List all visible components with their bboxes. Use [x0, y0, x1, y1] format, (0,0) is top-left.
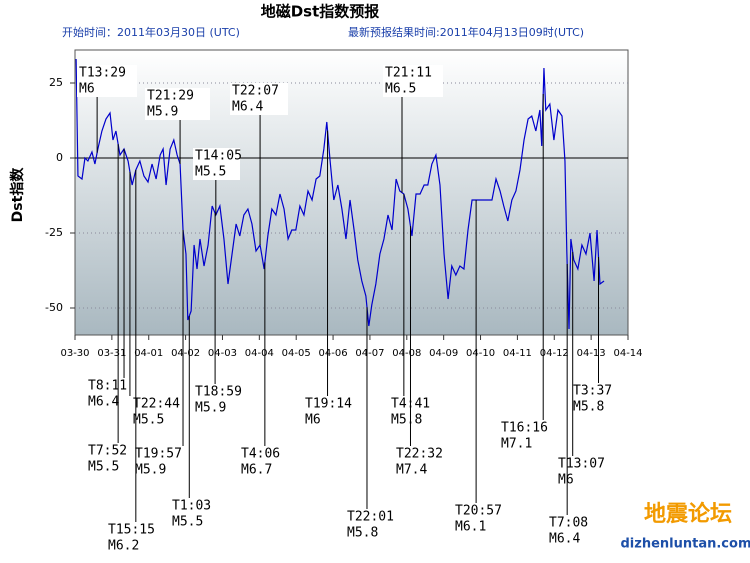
- x-tick-label: 04-11: [503, 348, 532, 359]
- annotation-text: M6: [305, 413, 321, 428]
- annotation-text: T19:57: [135, 447, 182, 462]
- annotation-text: M6.4: [232, 100, 263, 115]
- annotation-text: T22:07: [232, 84, 279, 99]
- y-tick-label: 0: [56, 151, 63, 164]
- annotation-text: T15:15: [108, 523, 155, 538]
- annotation-text: T14:05: [195, 149, 242, 164]
- annotation-text: M5.9: [195, 401, 226, 416]
- annotation-text: M6: [558, 473, 574, 488]
- annotation-text: M5.9: [135, 463, 166, 478]
- annotation-text: M5.5: [195, 165, 226, 180]
- dst-line: [75, 58, 605, 330]
- annotation-text: M6.5: [385, 82, 416, 97]
- annotation-text: M5.5: [133, 413, 164, 428]
- watermark: 地震论坛: [644, 501, 732, 527]
- x-tick-label: 04-02: [171, 348, 200, 359]
- annotation-text: T7:52: [88, 444, 127, 459]
- x-tick-label: 04-12: [540, 348, 569, 359]
- y-tick-label: -50: [45, 301, 63, 314]
- chart-title: 地磁Dst指数预报: [261, 3, 380, 21]
- annotation-box: [193, 148, 240, 180]
- subtitle: 最新预报结果时间:2011年04月13日09时(UTC): [348, 25, 584, 39]
- annotation-box: [77, 65, 137, 97]
- annotation-text: M6.7: [241, 463, 272, 478]
- annotation-text: T8:11: [88, 379, 127, 394]
- annotation-text: T22:32: [396, 447, 443, 462]
- annotation-text: T18:59: [195, 385, 242, 400]
- annotation-text: M5.5: [88, 460, 119, 475]
- annotation-text: M5.5: [172, 515, 203, 530]
- x-tick-label: 03-31: [97, 348, 126, 359]
- annotation-text: T13:29: [79, 66, 126, 81]
- x-tick-label: 04-01: [134, 348, 163, 359]
- x-tick-label: 04-04: [245, 348, 274, 359]
- annotation-text: M6.4: [549, 532, 580, 547]
- annotation-box: [383, 65, 443, 97]
- y-axis-label: Dst指数: [9, 167, 26, 223]
- annotation-text: M6.2: [108, 539, 139, 554]
- annotation-box: [230, 83, 288, 115]
- annotation-text: M7.4: [396, 463, 427, 478]
- x-tick-label: 04-10: [466, 348, 495, 359]
- annotation-text: M5.8: [347, 526, 378, 541]
- x-tick-label: 04-14: [613, 348, 642, 359]
- annotation-text: T22:01: [347, 510, 394, 525]
- annotation-text: M5.8: [573, 400, 604, 415]
- annotation-text: T13:07: [558, 457, 605, 472]
- annotation-text: T21:11: [385, 66, 432, 81]
- subtitle: 开始时间：2011年03月30日 (UTC): [62, 25, 240, 39]
- annotation-box: [145, 88, 210, 120]
- annotation-text: M7.1: [501, 437, 532, 452]
- annotation-text: M6: [79, 82, 95, 97]
- annotation-text: T7:08: [549, 516, 588, 531]
- annotation-text: M5.9: [147, 105, 178, 120]
- y-tick-label: 25: [49, 76, 63, 89]
- annotation-text: T21:29: [147, 89, 194, 104]
- annotation-text: T20:57: [455, 504, 502, 519]
- x-tick-label: 03-30: [60, 348, 89, 359]
- y-tick-label: -25: [45, 226, 63, 239]
- annotation-text: M6.1: [455, 520, 486, 535]
- x-tick-label: 04-06: [319, 348, 348, 359]
- annotation-text: T16:16: [501, 421, 548, 436]
- annotation-text: M6.4: [88, 395, 119, 410]
- annotation-text: T1:03: [172, 499, 211, 514]
- annotation-text: T22:44: [133, 397, 180, 412]
- watermark-url: dizhenluntan.com: [621, 537, 750, 552]
- x-tick-label: 04-08: [392, 348, 421, 359]
- x-tick-label: 04-13: [577, 348, 606, 359]
- annotation-text: T3:37: [573, 384, 612, 399]
- x-tick-label: 04-07: [355, 348, 384, 359]
- annotation-text: M5.8: [391, 413, 422, 428]
- annotation-text: T19:14: [305, 397, 352, 412]
- x-tick-label: 04-05: [282, 348, 311, 359]
- x-tick-label: 04-03: [208, 348, 237, 359]
- x-tick-label: 04-09: [429, 348, 458, 359]
- annotation-text: T4:06: [241, 447, 280, 462]
